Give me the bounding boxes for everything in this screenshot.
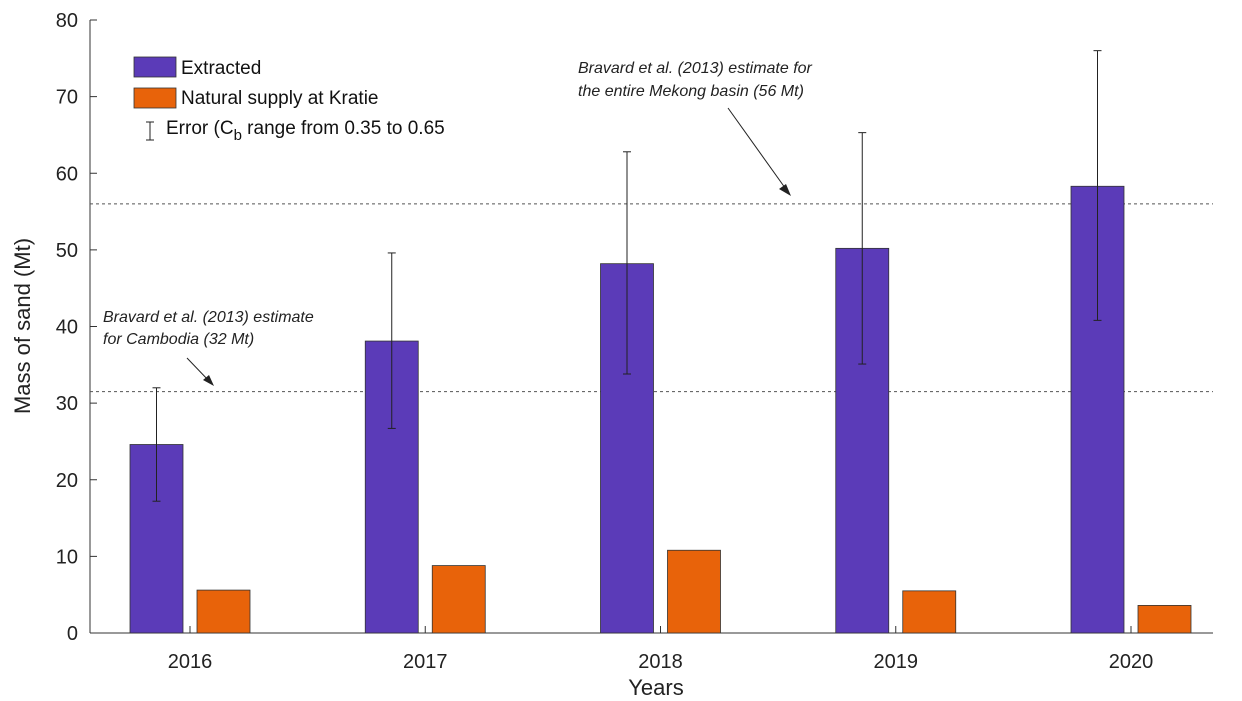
annotation-mekong-line2: the entire Mekong basin (56 Mt) [578,83,804,100]
y-tick-label: 80 [56,10,78,32]
legend: Extracted Natural supply at Kratie Error… [133,56,445,144]
annotation-mekong-arrow [727,107,789,193]
annotation-mekong-basin: Bravard et al. (2013) estimate for the e… [578,60,813,196]
y-axis-title: Mass of sand (Mt) [10,238,35,414]
annotation-cambodia-arrowhead [203,375,214,386]
legend-swatch-natural-supply [133,87,177,109]
bar-natural-supply [667,549,721,634]
legend-errorbar-icon [146,121,154,141]
legend-label-natural-supply: Natural supply at Kratie [181,88,379,109]
annotation-cambodia: Bravard et al. (2013) estimate for Cambo… [103,309,314,386]
y-tick-label: 60 [56,163,78,185]
annotation-cambodia-line1: Bravard et al. (2013) estimate [103,309,314,326]
annotation-cambodia-line2: for Cambodia (32 Mt) [103,331,254,348]
y-axis-ticks: 0 10 20 30 40 50 60 70 80 [56,10,97,645]
bars [129,185,1192,634]
bar-natural-supply [1137,605,1192,634]
y-tick-label: 30 [56,393,78,415]
annotation-mekong-line1: Bravard et al. (2013) estimate for [578,60,813,77]
error-bars [152,50,1102,502]
x-tick-label: 2020 [1109,651,1154,673]
y-tick-label: 0 [67,623,78,645]
legend-swatch-extracted [133,56,177,78]
y-tick-label: 40 [56,317,78,339]
legend-label-extracted: Extracted [181,58,261,79]
y-tick-label: 50 [56,240,78,262]
legend-label-error: Error (Cb range from 0.35 to 0.65 [166,118,445,144]
x-tick-label: 2016 [168,651,213,673]
x-tick-label: 2017 [403,651,448,673]
reference-lines [90,203,1213,393]
y-tick-label: 70 [56,87,78,109]
annotation-mekong-arrowhead [779,184,791,196]
x-axis-title: Years [628,675,683,700]
bar-natural-supply [431,565,486,634]
y-tick-label: 10 [56,546,78,568]
y-tick-label: 20 [56,470,78,492]
x-axis-ticks: 2016 2017 2018 2019 2020 [168,626,1154,673]
bar-natural-supply [902,590,957,634]
bar-natural-supply [196,589,251,634]
x-tick-label: 2018 [638,651,683,673]
x-tick-label: 2019 [874,651,919,673]
